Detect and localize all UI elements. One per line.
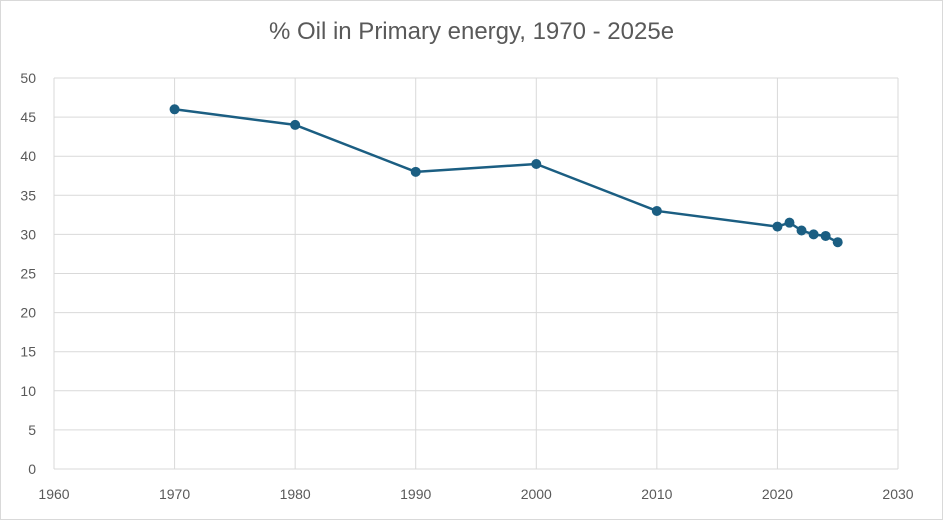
data-point bbox=[820, 230, 831, 241]
y-tick-label: 40 bbox=[20, 148, 36, 164]
y-tick-label: 25 bbox=[20, 266, 36, 282]
data-point bbox=[651, 205, 662, 216]
x-tick-label: 2030 bbox=[882, 486, 913, 502]
y-tick-label: 10 bbox=[20, 383, 36, 399]
data-point bbox=[169, 104, 180, 115]
data-point bbox=[784, 217, 795, 228]
data-point bbox=[290, 119, 301, 130]
y-tick-label: 35 bbox=[20, 187, 36, 203]
gridlines bbox=[53, 77, 899, 470]
data-point bbox=[832, 237, 843, 248]
data-point bbox=[808, 229, 819, 240]
y-tick-label: 15 bbox=[20, 344, 36, 360]
y-tick-label: 30 bbox=[20, 226, 36, 242]
x-tick-label: 2010 bbox=[641, 486, 672, 502]
data-point bbox=[531, 159, 542, 170]
x-tick-label: 2020 bbox=[762, 486, 793, 502]
data-point bbox=[772, 221, 783, 232]
series-line bbox=[174, 108, 839, 244]
y-tick-label: 5 bbox=[28, 422, 36, 438]
data-point bbox=[410, 166, 421, 177]
y-tick-label: 50 bbox=[20, 70, 36, 86]
y-tick-label: 0 bbox=[28, 461, 36, 477]
x-tick-label: 1970 bbox=[159, 486, 190, 502]
x-tick-label: 2000 bbox=[521, 486, 552, 502]
chart-title: % Oil in Primary energy, 1970 - 2025e bbox=[268, 18, 675, 45]
y-tick-label: 20 bbox=[20, 305, 36, 321]
tick-labels: 0 5 10 15 20 25 30 35 40 45 50 1960 1970 1980 1990 2000… bbox=[20, 70, 913, 502]
data-series bbox=[169, 104, 843, 248]
x-tick-label: 1980 bbox=[280, 486, 311, 502]
y-tick-label: 45 bbox=[20, 109, 36, 125]
x-tick-label: 1990 bbox=[400, 486, 431, 502]
x-tick-label: 1960 bbox=[38, 486, 69, 502]
data-point bbox=[796, 225, 807, 236]
